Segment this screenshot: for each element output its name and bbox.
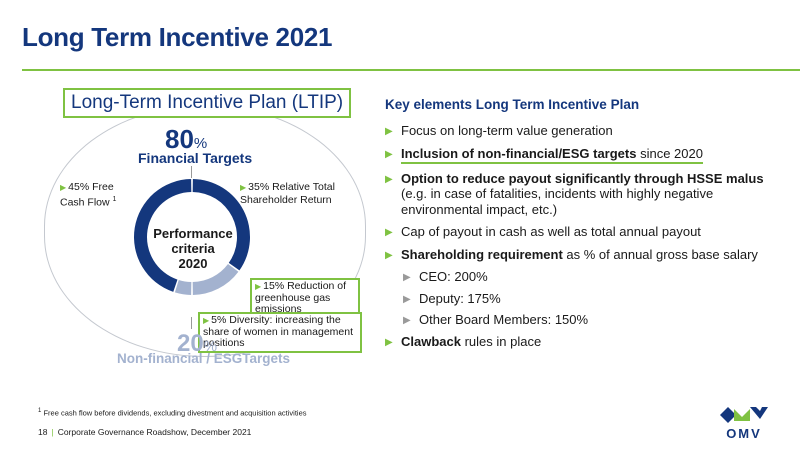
esg-percent: 20% (177, 330, 218, 357)
financial-leader-line (191, 166, 192, 178)
sub-list-item: ▶ CEO: 200% (403, 269, 488, 284)
list-item: ▶ Cap of payout in cash as well as total … (385, 224, 701, 239)
page-title: Long Term Incentive 2021 (22, 22, 333, 52)
esg-targets-label: Non-financial / ESGTargets (117, 351, 291, 366)
donut-segment-tsr (192, 179, 250, 271)
key-elements-list: ▶ Focus on long-term value generation ▶ In… (385, 123, 780, 356)
omv-logo: OMV (720, 407, 768, 441)
footnote: 1 Free cash flow before dividends, exclu… (38, 408, 307, 418)
financial-percent: 80% (165, 124, 208, 154)
sub-list-item: ▶ Deputy: 175% (403, 290, 501, 306)
list-item: ▶ Clawback rules in place (385, 333, 542, 349)
list-item: ▶ Option to reduce payout significantly t… (385, 170, 764, 217)
list-item: ▶ Focus on long-term value generation (385, 123, 613, 138)
donut-center-label: Performance criteria 2020 (153, 226, 233, 271)
omv-logo-text: OMV (726, 426, 762, 441)
sub-list-item: ▶ Other Board Members: 150% (403, 312, 589, 327)
donut-segment-diversity (174, 280, 192, 295)
footer-text: Corporate Governance Roadshow, December … (57, 427, 252, 437)
title-divider (22, 69, 800, 71)
list-item: ▶ Shareholding requirement as % of annual… (385, 246, 758, 262)
donut-segment-ghg (192, 263, 239, 295)
financial-targets-label: Financial Targets (138, 150, 253, 166)
list-item: ▶ Inclusion of non-financial/ESG targets … (385, 146, 780, 164)
performance-criteria-donut (134, 179, 250, 295)
footer: 18 | Corporate Governance Roadshow, Decemb… (38, 427, 252, 437)
page-number: 18 (38, 427, 48, 437)
key-elements-title: Key elements Long Term Incentive Plan (385, 97, 640, 112)
segment-label-fcf: ▶ 45% Free Cash Flow 1 (60, 181, 117, 209)
segment-label-tsr: ▶ 35% Relative Total Shareholder Return (240, 181, 335, 206)
donut-segment-fcf (134, 179, 192, 292)
esg-leader-line (191, 317, 192, 329)
ltip-title: Long-Term Incentive Plan (LTIP) (63, 88, 352, 118)
segment-label-diversity: ▶ 5% Diversity: increasing the share of w… (198, 312, 362, 353)
